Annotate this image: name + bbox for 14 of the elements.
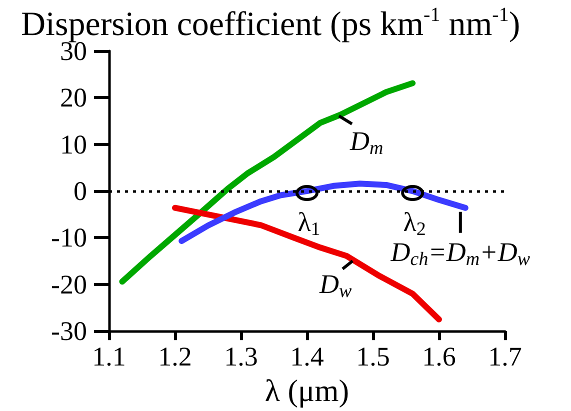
x-tick-label: 1.2 — [158, 342, 192, 372]
x-tick-label: 1.5 — [356, 342, 390, 372]
y-tick-label: 10 — [60, 129, 87, 160]
x-axis-title: λ (μm) — [264, 373, 350, 408]
y-tick-label: -30 — [51, 316, 87, 346]
y-tick-label: 20 — [60, 82, 87, 113]
x-tick-label: 1.1 — [92, 342, 126, 372]
y-tick-label: -10 — [51, 222, 87, 253]
x-tick-label: 1.6 — [422, 342, 456, 372]
x-tick-label: 1.3 — [224, 342, 258, 372]
x-tick-label: 1.4 — [290, 342, 324, 372]
y-tick-label: 0 — [74, 176, 87, 206]
y-tick-label: -20 — [51, 269, 87, 300]
x-tick-label: 1.7 — [488, 342, 522, 372]
